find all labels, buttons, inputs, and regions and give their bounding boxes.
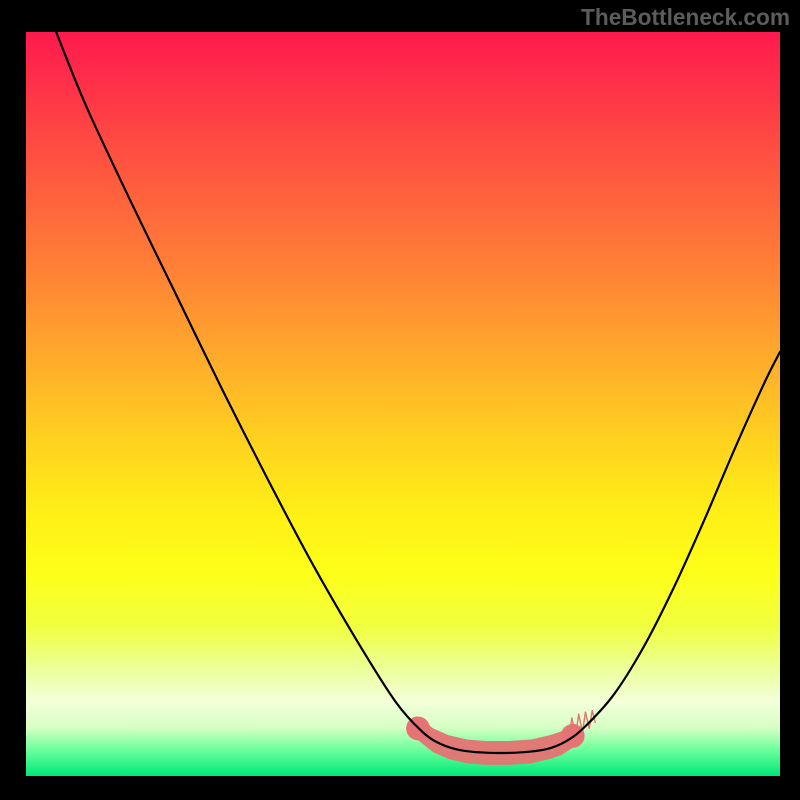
attribution-label: TheBottleneck.com: [581, 4, 790, 31]
bottleneck-chart: TheBottleneck.com: [0, 0, 800, 800]
plot-area: [26, 32, 780, 776]
gradient-background: [26, 32, 780, 776]
chart-svg: [26, 32, 780, 776]
